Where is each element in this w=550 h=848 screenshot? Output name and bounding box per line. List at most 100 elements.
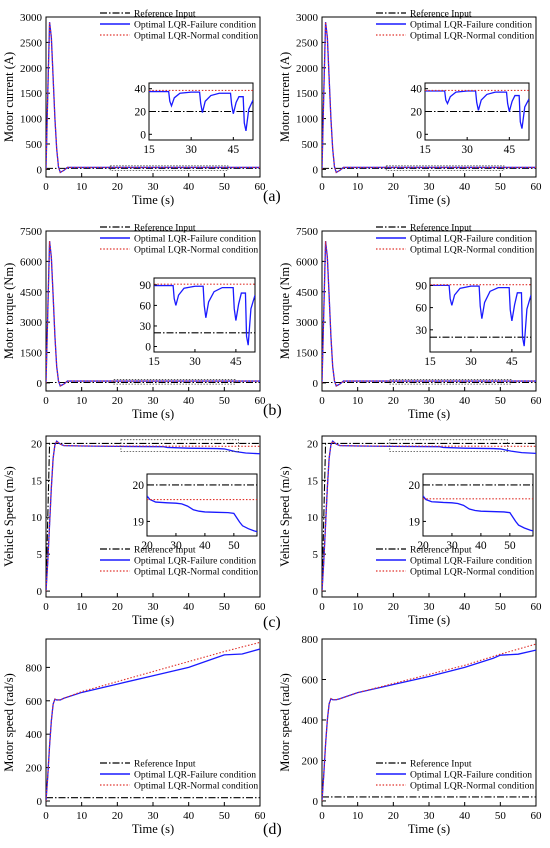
inset-chart: 20 30 40 50 19 20	[409, 473, 534, 552]
x-axis-label: Time (s)	[408, 822, 450, 836]
legend-label-failure: Optimal LQR-Failure condition	[134, 20, 256, 31]
y-tick-label: 7500	[20, 226, 43, 238]
legend-label-reference: Reference Input	[410, 545, 472, 556]
inset-y-tick-label: 19	[409, 516, 421, 528]
x-tick-label: 40	[183, 810, 195, 822]
x-tick-label: 0	[43, 181, 49, 193]
x-tick-label: 10	[76, 810, 88, 822]
inset-y-tick-label: 20	[133, 480, 145, 492]
x-axis-label: Time (s)	[132, 613, 174, 627]
x-tick-label: 20	[388, 395, 400, 407]
y-tick-label: 5	[37, 549, 43, 561]
series-group	[46, 641, 260, 802]
inset-frame	[146, 473, 258, 537]
inset-y-tick-label: 20	[135, 107, 147, 119]
x-tick-label: 50	[495, 395, 507, 407]
x-tick-label: 40	[459, 810, 471, 822]
x-tick-label: 20	[112, 395, 124, 407]
y-tick-label: 6000	[20, 256, 43, 268]
x-tick-label: 30	[424, 181, 436, 193]
inset-y-tick-label: 19	[133, 516, 145, 528]
chart-c-left: 0 10 20 30 40 50 60 0 5 10 15 20 Time (s) Vehicle Spe…	[0, 430, 274, 633]
main-series-failure	[46, 648, 260, 802]
x-tick-label: 50	[495, 810, 507, 822]
x-tick-label: 30	[424, 810, 436, 822]
inset-x-tick-label: 50	[504, 540, 516, 552]
x-tick-label: 0	[43, 395, 49, 407]
series-group	[322, 241, 536, 387]
inset-series-failure	[154, 284, 255, 346]
inset-x-tick-label: 15	[424, 356, 436, 368]
inset-y-tick-label: 90	[140, 280, 152, 292]
x-tick-label: 0	[43, 601, 49, 613]
x-axis-label: Time (s)	[408, 613, 450, 627]
y-tick-label: 400	[302, 715, 319, 727]
x-tick-label: 60	[255, 601, 267, 613]
y-tick-label: 10	[307, 512, 319, 524]
panel-label-d: (d)	[263, 821, 282, 838]
y-axis-label: Motor speed (rad/s)	[278, 673, 292, 772]
y-tick-label: 1500	[296, 348, 319, 360]
x-tick-label: 0	[43, 810, 49, 822]
legend-label-reference: Reference Input	[410, 223, 472, 234]
inset-x-tick-label: 30	[185, 144, 197, 156]
y-tick-label: 4500	[20, 287, 43, 299]
y-tick-label: 200	[302, 755, 319, 767]
inset-x-tick-label: 20	[417, 540, 429, 552]
legend-label-reference: Reference Input	[410, 9, 472, 20]
y-axis-label: Motor torque (Nm)	[2, 263, 16, 360]
x-tick-label: 30	[424, 601, 436, 613]
x-tick-label: 0	[319, 395, 325, 407]
chart-a-right: 0 10 20 30 40 50 60 0 500 1000 1500 2000 2500 3000 Tim…	[276, 0, 550, 212]
y-tick-label: 0	[37, 164, 43, 176]
panel-label-a: (a)	[263, 188, 281, 205]
legend-label-failure: Optimal LQR-Failure condition	[410, 20, 532, 31]
main-series-normal	[46, 440, 260, 592]
x-tick-label: 50	[219, 395, 231, 407]
y-tick-label: 10	[31, 512, 43, 524]
x-tick-label: 30	[148, 395, 160, 407]
inset-x-tick-label: 30	[170, 540, 182, 552]
x-tick-label: 40	[183, 395, 195, 407]
inset-series-failure	[147, 495, 257, 533]
x-tick-label: 60	[255, 810, 267, 822]
y-tick-label: 3000	[20, 317, 43, 329]
y-axis-label: Motor torque (Nm)	[278, 263, 292, 360]
inset-chart: 20 30 40 50 19 20	[133, 473, 258, 552]
legend-label-failure: Optimal LQR-Failure condition	[410, 556, 532, 567]
y-tick-label: 7500	[296, 226, 319, 238]
chart-c-right: 0 10 20 30 40 50 60 0 5 10 15 20 Time (s) Vehicle Spe…	[276, 430, 550, 633]
inset-y-tick-label: 0	[416, 129, 422, 141]
zoom-box	[389, 379, 512, 385]
x-tick-label: 10	[76, 181, 88, 193]
inset-y-tick-label: 20	[409, 480, 421, 492]
x-tick-label: 60	[531, 395, 543, 407]
inset-y-tick-label: 40	[411, 84, 423, 96]
inset-x-tick-label: 45	[506, 356, 518, 368]
x-tick-label: 60	[255, 395, 267, 407]
legend-label-failure: Optimal LQR-Failure condition	[134, 556, 256, 567]
x-axis-label: Time (s)	[408, 193, 450, 207]
x-tick-label: 50	[219, 601, 231, 613]
y-tick-label: 2500	[296, 37, 319, 49]
legend-label-normal: Optimal LQR-Normal condition	[410, 245, 534, 256]
y-tick-label: 0	[313, 586, 319, 598]
y-tick-label: 400	[26, 729, 43, 741]
inset-series-failure	[425, 90, 529, 129]
legend-label-normal: Optimal LQR-Normal condition	[134, 31, 258, 42]
x-tick-label: 40	[183, 601, 195, 613]
legend-label-reference: Reference Input	[134, 545, 196, 556]
y-tick-label: 3000	[296, 317, 319, 329]
inset-series-failure	[423, 495, 533, 532]
inset-x-tick-label: 30	[189, 356, 201, 368]
x-tick-label: 40	[459, 395, 471, 407]
zoom-box	[120, 439, 239, 452]
series-group	[46, 22, 260, 174]
x-tick-label: 0	[319, 181, 325, 193]
inset-x-tick-label: 20	[141, 540, 153, 552]
